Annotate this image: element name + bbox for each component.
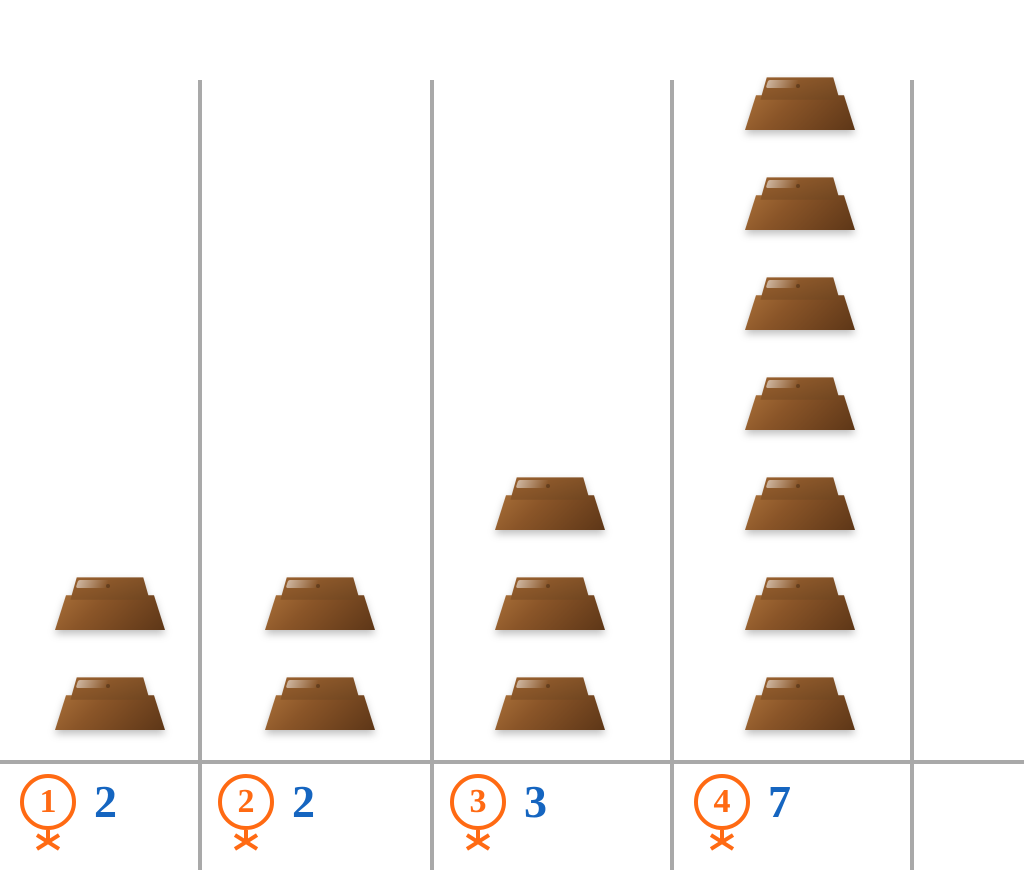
- person-marker-icon: 3: [450, 774, 506, 830]
- column-label: 33: [450, 774, 547, 830]
- pictograph-chart: 12223347: [0, 0, 1024, 895]
- column-label: 12: [20, 774, 117, 830]
- pictograph-column: [55, 574, 165, 760]
- chocolate-piece-icon: [495, 474, 605, 530]
- person-marker-icon: 2: [218, 774, 274, 830]
- x-axis: [0, 760, 1024, 764]
- chocolate-piece-icon: [495, 574, 605, 630]
- column-divider: [430, 80, 434, 870]
- person-id: 4: [714, 785, 731, 819]
- column-divider: [670, 80, 674, 870]
- column-divider: [198, 80, 202, 870]
- chocolate-piece-icon: [745, 474, 855, 530]
- pictograph-column: [745, 74, 855, 760]
- pictograph-column: [495, 474, 605, 760]
- pictograph-column: [265, 574, 375, 760]
- person-id: 3: [470, 785, 487, 819]
- column-divider: [910, 80, 914, 870]
- count-label: 7: [768, 779, 791, 825]
- count-label: 2: [94, 779, 117, 825]
- count-label: 2: [292, 779, 315, 825]
- chocolate-piece-icon: [265, 574, 375, 630]
- column-label: 22: [218, 774, 315, 830]
- person-marker-icon: 4: [694, 774, 750, 830]
- chocolate-piece-icon: [55, 674, 165, 730]
- chocolate-piece-icon: [495, 674, 605, 730]
- chocolate-piece-icon: [745, 674, 855, 730]
- person-marker-icon: 1: [20, 774, 76, 830]
- chocolate-piece-icon: [745, 174, 855, 230]
- chocolate-piece-icon: [745, 274, 855, 330]
- chocolate-piece-icon: [745, 574, 855, 630]
- chocolate-piece-icon: [745, 74, 855, 130]
- chocolate-piece-icon: [265, 674, 375, 730]
- person-id: 1: [40, 785, 57, 819]
- count-label: 3: [524, 779, 547, 825]
- chocolate-piece-icon: [745, 374, 855, 430]
- chocolate-piece-icon: [55, 574, 165, 630]
- person-id: 2: [238, 785, 255, 819]
- column-label: 47: [694, 774, 791, 830]
